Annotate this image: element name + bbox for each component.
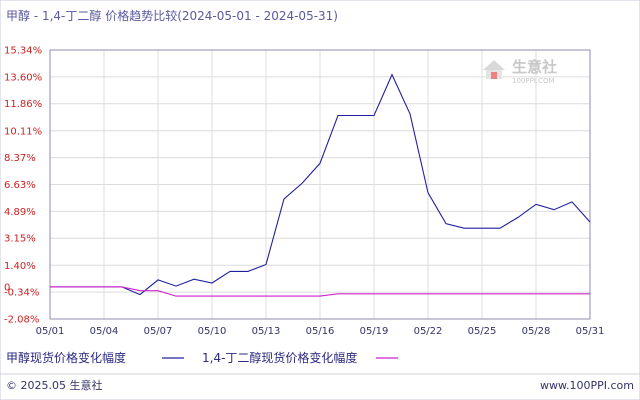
series-line-methanol (50, 73, 591, 296)
x-tick-label: 05/13 (252, 326, 281, 337)
x-tick-label: 05/19 (360, 326, 389, 337)
y-tick-label: 15.34% (4, 46, 42, 57)
x-tick-label: 05/07 (144, 326, 173, 337)
y-tick-label: 8.37% (4, 153, 36, 164)
watermark-logo: 生意社 100PPI.COM (483, 58, 557, 85)
y-tick-label: 11.86% (4, 99, 42, 110)
y-tick-label: 1.40% (4, 261, 36, 272)
y-tick-label: -0.34% (4, 288, 39, 299)
footer-copyright: © 2025.05 生意社 (6, 378, 102, 392)
x-tick-label: 05/16 (306, 326, 335, 337)
zero-label: 0 (4, 282, 10, 293)
y-tick-label: 13.60% (4, 72, 42, 83)
legend-label-bdo: 1,4-丁二醇现货价格变化幅度 (202, 350, 357, 365)
y-tick-label: 4.89% (4, 207, 36, 218)
series-line-bdo (50, 286, 590, 297)
x-tick-label: 05/28 (522, 326, 551, 337)
series-lines (50, 73, 591, 297)
legend-label-methanol: 甲醇现货价格变化幅度 (6, 350, 126, 365)
y-tick-label: 3.15% (4, 234, 36, 245)
y-tick-label: -2.08% (4, 315, 39, 326)
x-tick-label: 05/01 (36, 326, 65, 337)
x-axis-ticks: 05/01 05/04 05/07 05/10 05/13 05/16 05/19 05/22… (36, 326, 605, 337)
x-tick-label: 05/10 (198, 326, 227, 337)
x-tick-label: 05/22 (414, 326, 443, 337)
x-tick-label: 05/04 (90, 326, 119, 337)
plot-area (49, 49, 591, 320)
x-tick-label: 05/31 (576, 326, 605, 337)
y-tick-label: 6.63% (4, 180, 36, 191)
footer-site-link[interactable]: www.100PPI.com (540, 379, 634, 392)
y-tick-label: 10.11% (4, 126, 42, 137)
y-axis-ticks: 15.34% 13.60% 11.86% 10.11% 8.37% 6.63% 4.89% 3… (4, 46, 42, 326)
house-logo-icon (483, 60, 505, 79)
chart-title: 甲醇 - 1,4-丁二醇 价格趋势比较(2024-05-01 - 2024-05… (6, 8, 338, 23)
watermark-brand: 生意社 (512, 58, 557, 76)
x-tick-label: 05/25 (468, 326, 497, 337)
watermark-url: 100PPI.COM (512, 77, 555, 85)
legend: 甲醇现货价格变化幅度 1,4-丁二醇现货价格变化幅度 (6, 350, 398, 365)
